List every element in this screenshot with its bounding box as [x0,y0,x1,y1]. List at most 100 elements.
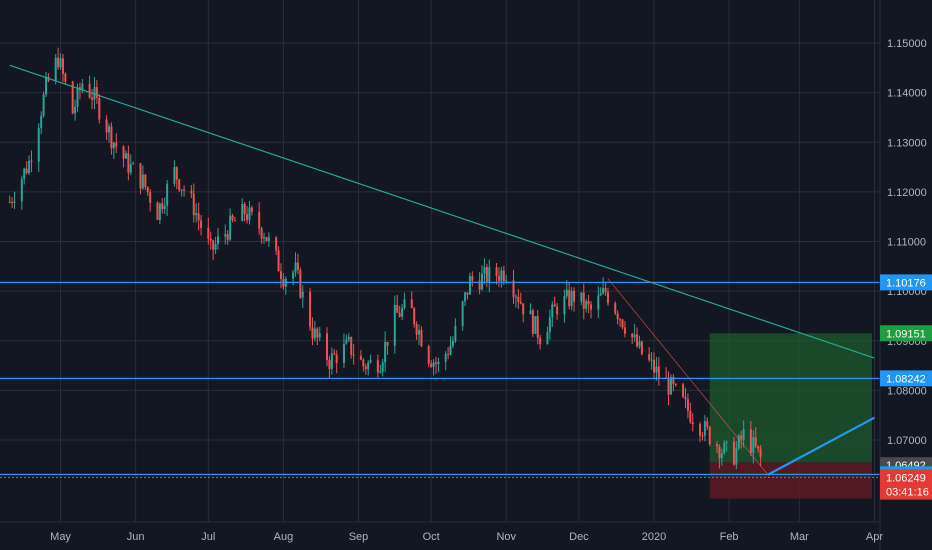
candle [231,213,234,223]
candle [720,448,723,466]
candle [108,123,110,143]
candle [98,94,101,124]
candle [478,272,481,295]
price-tag-target: 1.09151 [880,325,932,342]
candle-body [258,211,261,229]
candle [536,309,539,345]
candle [403,292,406,310]
candle-body [263,237,266,239]
candle [178,178,181,193]
candle-body [570,290,573,307]
candle-body [200,220,203,228]
candle-body [587,300,590,305]
candle [376,354,379,378]
candle [318,326,321,342]
candle [309,287,312,331]
candle [454,318,457,344]
candle [347,333,350,343]
x-tick-label: Mar [790,531,809,543]
candle [573,287,576,312]
candle-body [393,304,396,346]
candle [529,303,532,315]
candle-body [95,87,98,98]
candle-body [725,441,728,443]
candle-body [195,213,198,216]
profit-zone[interactable] [709,333,872,463]
candle-body [112,142,115,149]
candle-body [674,383,677,385]
candle-body [551,304,554,318]
candle-body [108,126,110,133]
candle [379,364,382,374]
candle-body [313,328,316,339]
candle-body [621,319,624,328]
candle [701,432,704,441]
candle-body [207,227,210,239]
candle [146,186,149,197]
price-tag-box [880,469,932,486]
candle [636,327,639,348]
trendline-up[interactable] [767,416,875,476]
candle [699,421,702,443]
candle [619,318,622,328]
candle [345,334,348,345]
candle [546,326,549,345]
candle-body [539,337,542,345]
trendline-down[interactable] [9,64,875,359]
candle [386,341,389,355]
candle-body [91,97,94,100]
candle [258,202,261,235]
y-tick-label: 1.11000 [887,237,926,249]
candle-body [597,295,600,310]
candle-body [376,359,379,373]
x-tick-label: Sep [349,531,369,543]
price-tag-layer: 1.101761.091511.082421.064921.063071.062… [880,274,932,500]
price-tag-label: 03:41:16 [886,487,929,499]
candle [522,303,525,323]
candle-body [229,215,232,240]
candle-body [45,76,48,95]
candle [367,360,370,376]
candle [599,287,602,296]
x-tick-label: Aug [274,531,294,543]
candle-body [464,292,467,302]
candle [418,324,421,345]
candle [563,289,566,323]
candle [614,301,617,316]
price-tag-label: 1.08242 [886,373,926,385]
candle-body [582,292,585,309]
candle [190,184,193,198]
candle-body [105,119,108,133]
candle-body [483,267,486,274]
candle [335,350,338,374]
candle-body [175,167,178,180]
candle-body [580,292,583,302]
candle-body [701,435,704,437]
candle-body [76,87,79,107]
candle [447,347,450,360]
candle-body [28,160,31,173]
candle [330,347,333,375]
candle [427,344,430,368]
candle-layer [8,47,762,470]
candle [299,267,302,299]
candle-body [301,291,304,298]
candle-body [224,234,227,237]
loss-zone[interactable] [709,462,872,499]
candle-body [292,272,295,279]
candle-body [413,308,416,325]
candle-body [667,378,670,395]
candle-body [444,353,447,362]
drawing-layer[interactable] [0,64,880,478]
candle [209,231,212,250]
price-tag-label: 1.06249 [886,472,926,484]
candle-body [432,362,435,367]
candle-body [522,303,525,315]
candle [553,296,556,307]
candle-body [42,94,45,116]
candle [132,161,135,165]
trendline-channel[interactable] [607,278,769,475]
candle-body [449,345,452,355]
